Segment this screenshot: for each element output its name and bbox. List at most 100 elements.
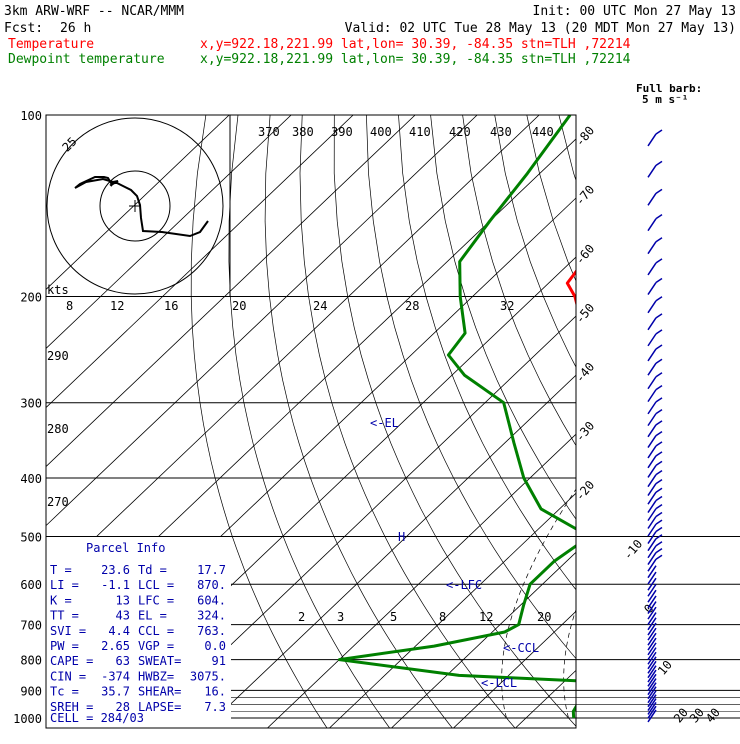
wind-barb xyxy=(647,552,657,565)
plot-frame xyxy=(45,114,577,729)
wind-barb-flag xyxy=(655,129,663,135)
wind-barb xyxy=(647,660,657,674)
wind-barb xyxy=(647,474,657,488)
theta-side-label: 270 xyxy=(47,495,69,509)
hodograph: 25 kts xyxy=(46,115,231,297)
wind-barb xyxy=(647,531,657,544)
wind-barb xyxy=(647,218,657,232)
parcel-info-label: CIN = xyxy=(50,669,86,683)
mixing-ratio-label: 16 xyxy=(164,299,178,313)
wind-barb xyxy=(647,577,657,591)
wind-barb xyxy=(647,642,657,656)
theta-label: 420 xyxy=(449,125,471,139)
wind-barb-flag xyxy=(655,487,663,493)
wind-barb xyxy=(647,133,657,147)
wind-barb xyxy=(647,698,657,711)
wind-barb-flag xyxy=(655,277,663,284)
isotherm-line xyxy=(452,610,576,728)
parcel-info-value: 3075. xyxy=(190,669,226,683)
dry-adiabat-line xyxy=(398,115,576,591)
wind-barb xyxy=(647,508,657,522)
temperature-tick-label: -10 xyxy=(621,537,646,563)
wind-barb xyxy=(647,705,657,719)
parcel-info-value: 13 xyxy=(116,593,130,607)
background-grid xyxy=(46,115,740,731)
wind-barb xyxy=(647,617,657,631)
mixing-ratio-label: 3 xyxy=(337,610,344,624)
wind-barb-flag xyxy=(655,420,663,426)
parcel-info-label: EL = xyxy=(138,609,167,623)
dry-adiabat-line xyxy=(591,115,740,731)
parcel-info-value: -1.1 xyxy=(101,578,130,592)
parcel-info-value: 7.3 xyxy=(204,700,226,714)
parcel-info-label: HWBZ= xyxy=(138,669,174,683)
wind-barb xyxy=(647,424,657,438)
forecast-hours: 26 h xyxy=(60,21,91,36)
isotherm-line xyxy=(514,669,576,728)
dry-adiabat-line xyxy=(526,115,576,282)
wind-barb xyxy=(647,632,657,646)
level-markers: <-EL H <-LFC <-CCL <-LCL xyxy=(370,416,539,690)
dry-adiabat-line xyxy=(190,115,328,728)
dry-adiabat-line xyxy=(264,115,453,728)
mixing-ratio-label: 12 xyxy=(110,299,124,313)
wind-barb xyxy=(647,164,657,178)
theta-label: 400 xyxy=(370,125,392,139)
wind-barb xyxy=(647,523,657,537)
parcel-info-value: 324. xyxy=(197,609,226,623)
wind-barb-flag xyxy=(655,451,663,457)
isotherm-line xyxy=(328,492,576,728)
wind-barb xyxy=(647,282,657,295)
wind-barb xyxy=(647,665,657,679)
wind-barb xyxy=(647,612,657,625)
mixing-ratio-label: 20 xyxy=(232,299,246,313)
valid-time: Valid: 02 UTC Tue 28 May 13 (20 MDT Mon … xyxy=(345,21,736,36)
wind-barb-flag xyxy=(655,478,663,485)
temperature-line xyxy=(565,269,576,307)
wind-barb xyxy=(647,686,657,700)
isotherm-line xyxy=(46,115,478,527)
pressure-label: 200 xyxy=(20,291,42,305)
legend-dewpoint: Dewpoint temperature xyxy=(8,52,165,67)
theta-label: 390 xyxy=(331,125,353,139)
pressure-labels: 100 200 300 400 500 600 700 800 900 1000 xyxy=(13,109,42,726)
pressure-label: 700 xyxy=(20,619,42,633)
forecast-label: Fcst: xyxy=(4,21,43,36)
wind-barb-flag xyxy=(655,258,663,264)
parcel-info-label: Tc = xyxy=(50,685,79,699)
wind-barb-flag xyxy=(655,344,663,350)
hodograph-outer-ring xyxy=(46,117,224,295)
wind-barb xyxy=(647,583,657,597)
parcel-info-value: 2.65 xyxy=(101,639,130,653)
legend-temperature-location: x,y=922.18,221.99 lat,lon= 30.39, -84.35… xyxy=(200,37,631,52)
wind-barb xyxy=(647,413,657,427)
wind-barb-flag xyxy=(655,519,663,525)
parcel-info-value: 0.0 xyxy=(204,639,226,653)
model-title: 3km ARW-WRF -- NCAR/MMM xyxy=(4,4,184,19)
wind-barb xyxy=(647,601,657,615)
wind-barb xyxy=(647,483,657,496)
theta-side-label: 280 xyxy=(47,422,69,436)
parcel-info-value: 23.6 xyxy=(101,563,130,577)
wind-barb-flag xyxy=(655,160,663,166)
wind-barb xyxy=(647,682,657,696)
dry-adiabat-line xyxy=(719,115,740,731)
wind-barb-flag xyxy=(655,372,663,378)
pressure-label: 300 xyxy=(20,397,42,411)
lcl-marker: <-LCL xyxy=(481,676,517,690)
wind-barb xyxy=(647,678,657,691)
wind-barb-flag xyxy=(655,408,663,415)
parcel-info-label: TT = xyxy=(50,609,79,623)
isotherm-line xyxy=(46,115,230,290)
parcel-info-label: SREH = xyxy=(50,700,93,714)
wind-barb xyxy=(647,651,657,665)
isotherm-line xyxy=(46,115,354,409)
wind-barbs xyxy=(647,129,663,723)
wind-barb xyxy=(647,262,657,276)
barb-scale-units: 5 m s⁻¹ xyxy=(642,93,688,106)
theta-side-label: 290 xyxy=(47,349,69,363)
isotherm-line xyxy=(46,115,540,586)
wind-barb-flag xyxy=(655,188,663,194)
wind-barb-flag xyxy=(655,541,663,547)
mixing-ratio-label: 8 xyxy=(439,610,446,624)
